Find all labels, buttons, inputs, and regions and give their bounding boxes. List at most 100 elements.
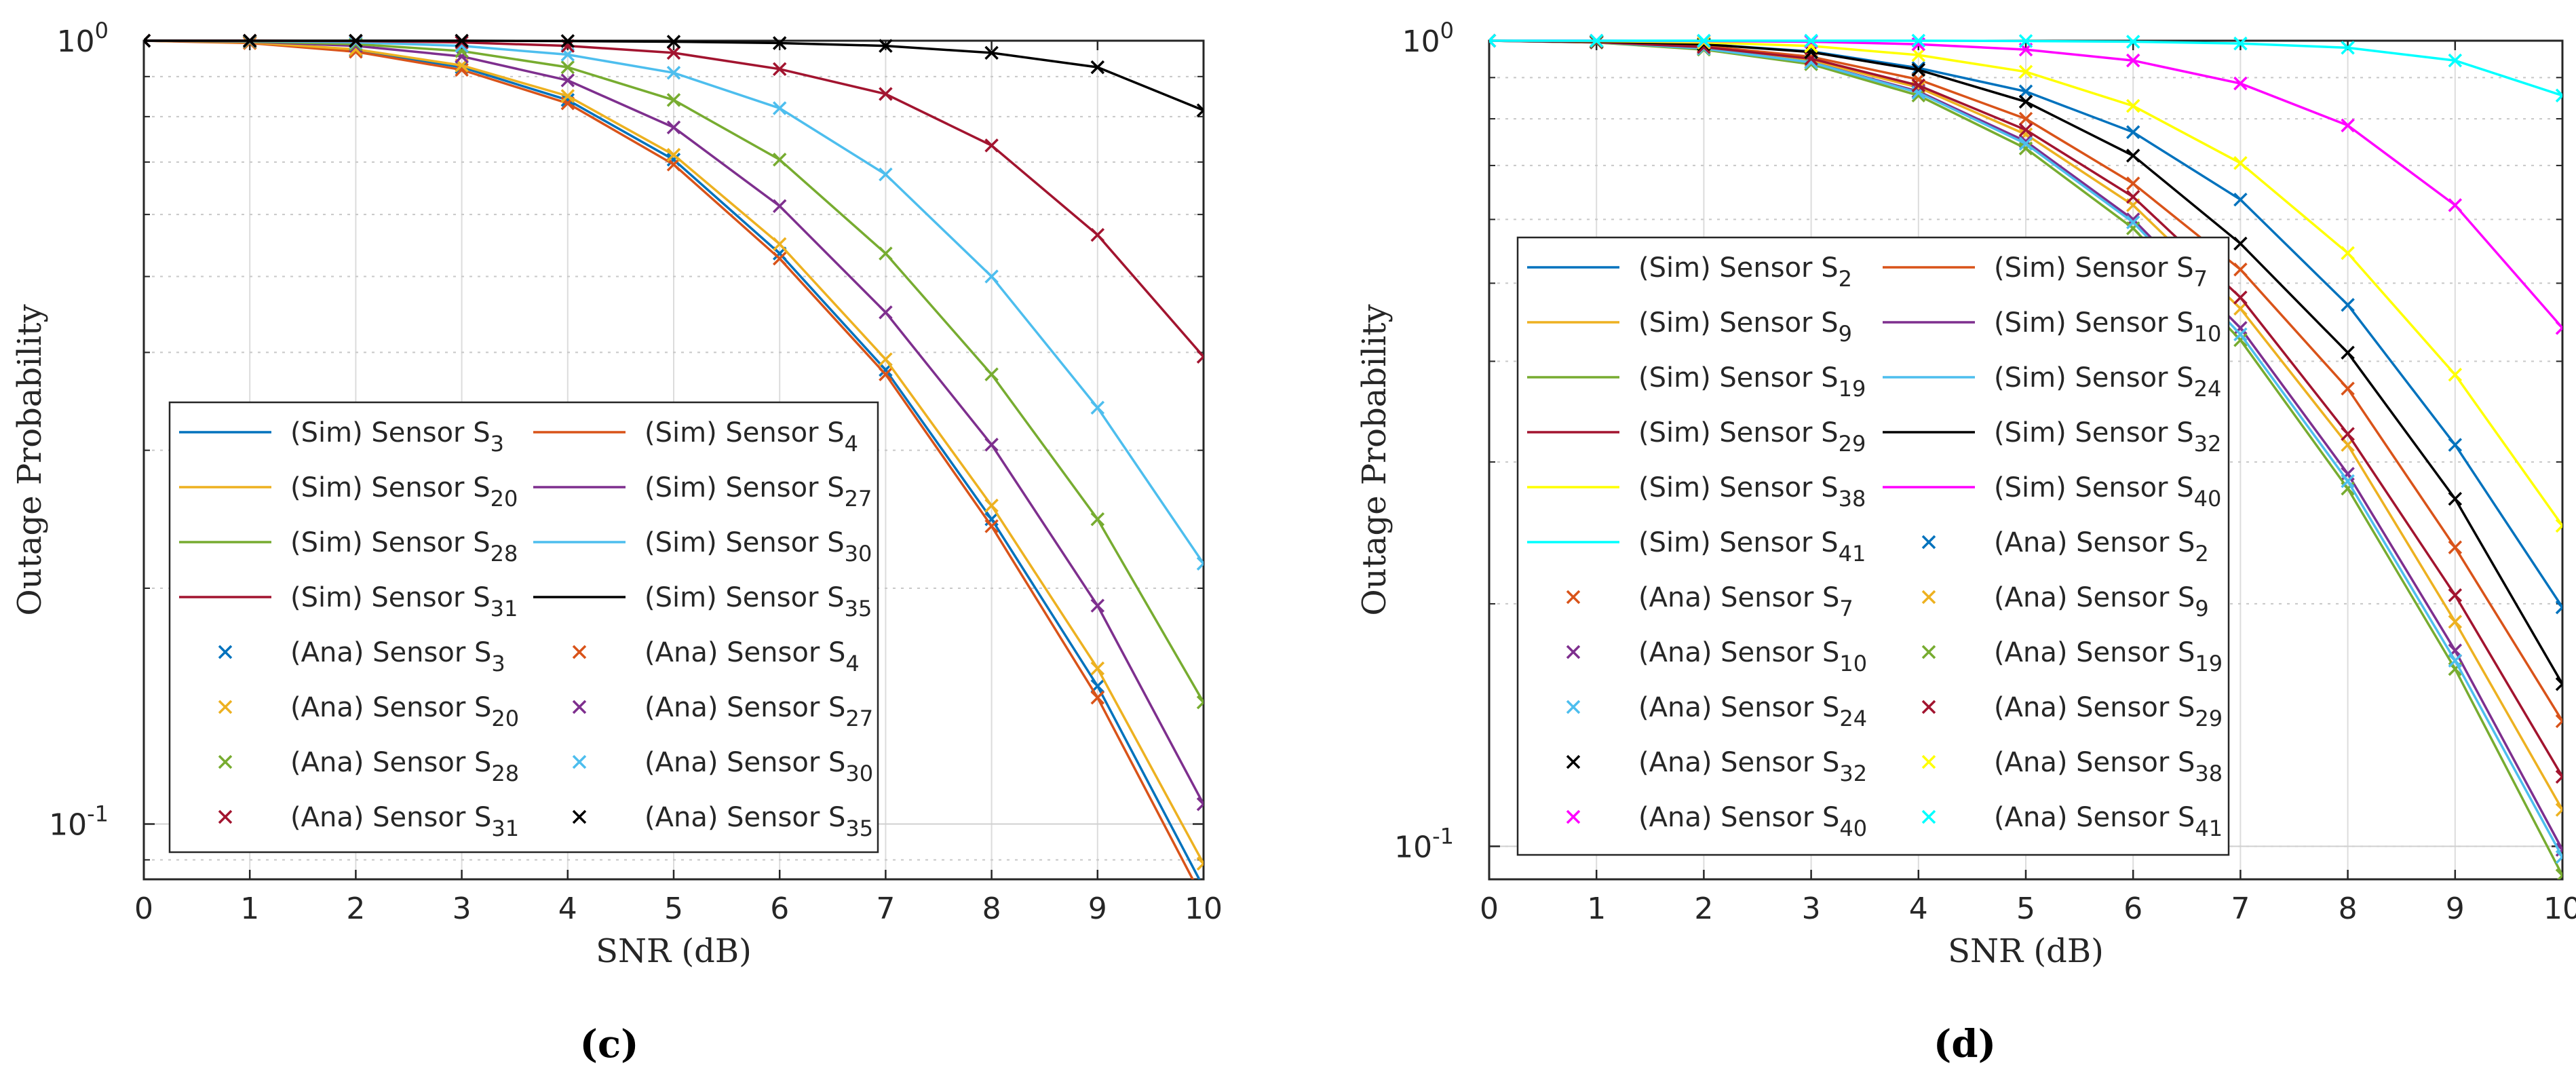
data-point-S41 (2018, 34, 2033, 48)
data-point-S30 (1090, 400, 1105, 415)
legend-label-ana-S2: (Ana) Sensor S2 (1994, 527, 2209, 567)
legend-label-ana-S9: (Ana) Sensor S9 (1994, 582, 2209, 621)
data-point-S19 (2555, 868, 2562, 879)
data-point-S30 (772, 101, 787, 115)
data-point-S19 (2018, 141, 2033, 156)
data-point-S19 (2233, 333, 2248, 347)
data-point-S31 (1090, 228, 1105, 242)
legend-marker-S32 (1566, 754, 1581, 769)
legend-label-sim-S27: (Sim) Sensor S27 (645, 472, 872, 512)
data-point-S31 (879, 87, 893, 101)
data-point-S24 (2341, 474, 2355, 489)
data-point-S32 (2018, 94, 2033, 109)
data-point-S35 (242, 33, 257, 48)
data-point-S41 (2341, 41, 2355, 55)
data-point-S28 (1196, 695, 1204, 710)
data-point-S7 (2448, 540, 2463, 555)
data-point-S27 (772, 199, 787, 213)
data-point-S7 (2341, 381, 2355, 396)
data-point-S30 (984, 269, 999, 284)
data-point-S2 (2018, 84, 2033, 99)
legend-label-ana-S28: (Ana) Sensor S28 (290, 747, 519, 786)
data-point-S7 (2233, 262, 2248, 277)
legend-label-ana-S27: (Ana) Sensor S27 (645, 692, 873, 731)
legend-marker-S31 (218, 809, 233, 824)
legend-marker-S28 (218, 754, 233, 769)
y-axis-label: Outage Probability (1356, 304, 1393, 615)
legend-marker-S29 (1921, 700, 1936, 714)
legend-label-ana-S40: (Ana) Sensor S40 (1638, 802, 1867, 841)
legend-marker-S3 (218, 645, 233, 659)
x-tick-label: 9 (2446, 892, 2465, 926)
legend: (Sim) Sensor S3 (Sim) Sensor S4 (Sim) Sens… (168, 401, 879, 854)
legend-marker-S9 (1921, 590, 1936, 605)
legend-marker-S38 (1921, 754, 1936, 769)
x-tick-label: 5 (2016, 892, 2035, 926)
legend: (Sim) Sensor S2 (Sim) Sensor S7 (Sim) Sens… (1516, 236, 2230, 856)
legend-label-sim-S30: (Sim) Sensor S30 (645, 527, 872, 567)
data-point-S41 (2233, 36, 2248, 51)
data-point-S2 (2126, 125, 2140, 140)
data-point-S41 (1911, 33, 1926, 48)
y-tick-label: 100 (57, 18, 109, 59)
data-point-S32 (2341, 345, 2355, 360)
data-point-S40 (2555, 321, 2562, 335)
data-point-S27 (1196, 797, 1204, 811)
legend-label-sim-S24: (Sim) Sensor S24 (1994, 362, 2221, 402)
legend-marker-S10 (1566, 645, 1581, 659)
x-tick-label: 5 (664, 892, 683, 926)
y-tick-label: 10-1 (49, 801, 109, 843)
data-point-S35 (879, 39, 893, 53)
x-tick-label: 10 (2543, 892, 2576, 926)
chart-panel-c: 0 1 2 3 4 5 6 7 8 9 10 10-1 100 SNR (dB) Outage Probab… (11, 18, 1223, 1067)
data-point-S2 (2233, 192, 2248, 207)
data-point-S7 (2555, 714, 2562, 729)
data-point-S27 (560, 73, 575, 88)
x-tick-label: 3 (1802, 892, 1821, 926)
legend-marker-S30 (572, 754, 587, 769)
data-point-S31 (984, 138, 999, 153)
data-point-S32 (1804, 45, 1818, 60)
x-tick-label: 10 (1185, 892, 1223, 926)
data-point-S38 (1911, 47, 1926, 62)
legend-marker-S7 (1566, 590, 1581, 605)
data-point-S27 (879, 305, 893, 320)
data-point-S7 (2018, 111, 2033, 126)
legend-label-sim-S29: (Sim) Sensor S29 (1638, 417, 1866, 457)
data-point-S4 (1090, 690, 1105, 705)
x-tick-label: 1 (240, 892, 259, 926)
x-tick-label: 9 (1088, 892, 1107, 926)
data-point-S38 (2448, 367, 2463, 382)
data-point-S28 (772, 153, 787, 167)
legend-label-ana-S35: (Ana) Sensor S35 (645, 802, 873, 841)
data-point-S35 (772, 36, 787, 50)
data-point-S35 (455, 33, 469, 48)
data-point-S20 (1196, 856, 1204, 871)
y-axis-label: Outage Probability (11, 304, 49, 615)
data-point-S20 (879, 352, 893, 366)
data-point-S35 (1090, 60, 1105, 75)
legend-label-ana-S4: (Ana) Sensor S4 (645, 637, 860, 676)
series-S35 (144, 33, 1204, 117)
data-point-S29 (2555, 769, 2562, 784)
data-point-S29 (2341, 427, 2355, 441)
legend-marker-S2 (1921, 535, 1936, 550)
legend-label-sim-S9: (Sim) Sensor S9 (1638, 307, 1852, 347)
data-point-S41 (2126, 35, 2140, 49)
data-point-S41 (1589, 33, 1604, 48)
legend-label-sim-S4: (Sim) Sensor S4 (645, 417, 858, 457)
data-point-S40 (2233, 76, 2248, 91)
data-point-S38 (2126, 98, 2140, 113)
legend-label-sim-S38: (Sim) Sensor S38 (1638, 472, 1866, 512)
data-point-S20 (984, 498, 999, 513)
data-point-S28 (560, 60, 575, 75)
x-tick-label: 7 (876, 892, 895, 926)
x-tick-label: 8 (2339, 892, 2358, 926)
data-point-S24 (2555, 849, 2562, 864)
data-point-S24 (2448, 653, 2463, 668)
legend-box (1516, 236, 2230, 856)
data-point-S4 (772, 251, 787, 266)
panel-label: (c) (579, 1022, 638, 1067)
data-point-S28 (1090, 512, 1105, 527)
